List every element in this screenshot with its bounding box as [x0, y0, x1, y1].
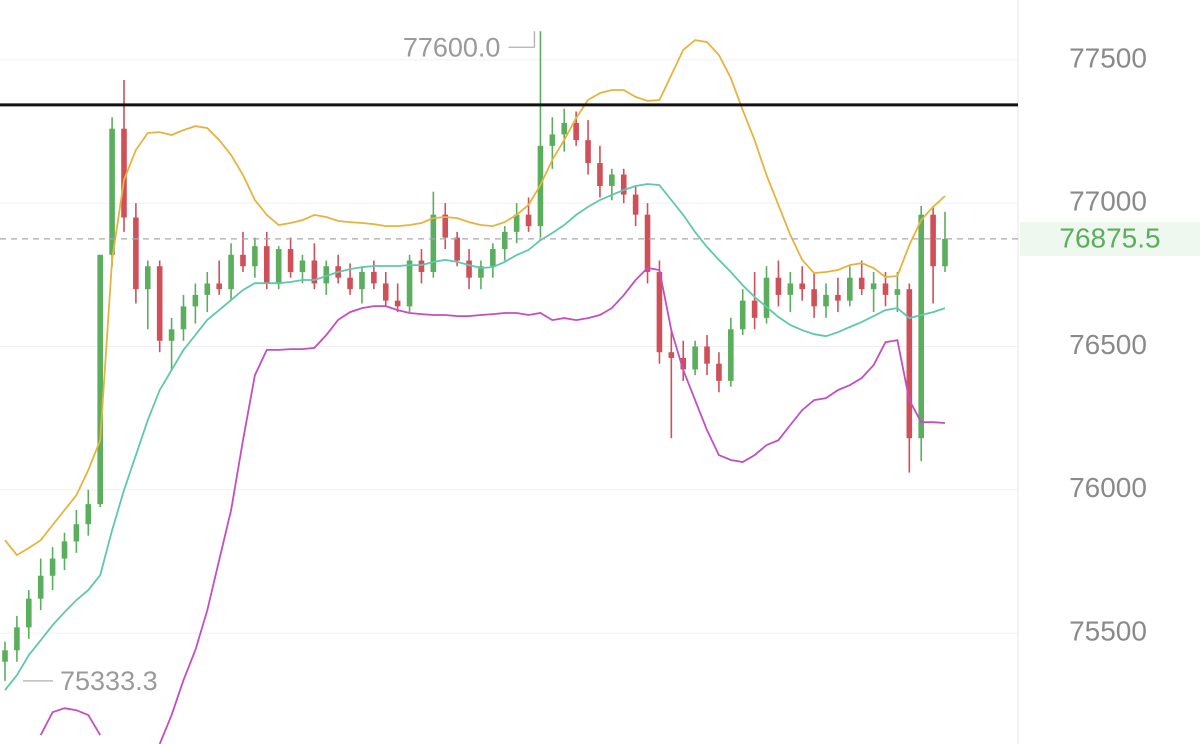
candle-body: [704, 346, 710, 364]
min-annotation: 75333.3: [60, 666, 158, 696]
candle-body: [858, 277, 865, 290]
candle-body: [61, 541, 68, 559]
candle-body: [561, 122, 568, 135]
y-tick-label: 77500: [1069, 42, 1147, 73]
candle-body: [204, 283, 211, 295]
candle-body: [14, 627, 20, 651]
candle-body: [430, 214, 437, 272]
max-annotation: 77600.0: [403, 32, 501, 62]
candle-body: [454, 237, 460, 261]
candle-body: [930, 214, 936, 267]
indicator-line: [4, 183, 946, 691]
candle-body: [25, 598, 32, 628]
candle-body: [609, 174, 615, 186]
candle-body: [573, 122, 579, 141]
candle-body: [751, 300, 758, 318]
candle-body: [716, 363, 722, 381]
candle-body: [121, 128, 127, 218]
candle-body: [382, 283, 389, 301]
candle-body: [156, 266, 163, 341]
candle-body: [835, 294, 841, 301]
candle-body: [216, 283, 222, 290]
candle-body: [501, 231, 508, 250]
candle-body: [180, 306, 187, 330]
candle-body: [680, 357, 687, 370]
candle-body: [275, 249, 282, 284]
candle-body: [870, 283, 877, 290]
candle-body: [466, 260, 472, 278]
candle-body: [323, 266, 330, 284]
candle-body: [168, 329, 175, 341]
candle-body: [192, 294, 199, 307]
candle-body: [490, 249, 496, 267]
candle-body: [525, 214, 532, 227]
candle-body: [394, 300, 401, 307]
candle-body: [918, 214, 925, 439]
candle-body: [692, 346, 698, 370]
candle-body: [311, 260, 318, 284]
candle-body: [644, 214, 651, 272]
plot-area: [0, 31, 1018, 744]
candle-body: [728, 329, 734, 381]
candle-body: [656, 271, 663, 353]
candle-body: [739, 300, 746, 330]
y-tick-label: 77000: [1069, 186, 1147, 217]
candle-body: [371, 271, 377, 284]
candle-body: [442, 214, 449, 238]
candle-body: [597, 163, 603, 186]
candle-body: [252, 246, 258, 267]
y-tick-label: 76500: [1069, 329, 1147, 360]
candle-body: [513, 214, 520, 232]
candle-body: [763, 277, 770, 318]
candle-body: [620, 174, 627, 195]
candle-body: [49, 558, 56, 576]
candle-body: [942, 238, 948, 267]
candle-body: [787, 283, 794, 295]
candle-body: [894, 289, 901, 295]
last-price-box: [1020, 221, 1200, 256]
y-axis: 75500 76000 76500 77000 77500: [1069, 42, 1147, 646]
candle-body: [906, 289, 913, 439]
candle-body: [775, 277, 782, 295]
candle-body: [632, 194, 639, 215]
candle-body: [228, 254, 234, 290]
candle-body: [359, 271, 365, 290]
candle-body: [144, 266, 151, 290]
candle-body: [406, 260, 413, 307]
candle-body: [85, 504, 92, 525]
y-tick-label: 76000: [1069, 472, 1147, 503]
candle-body: [585, 140, 591, 164]
candle-body: [478, 266, 484, 278]
candle-body: [847, 277, 853, 301]
candle-body: [287, 249, 294, 272]
candle-body: [347, 277, 353, 290]
candle-body: [263, 246, 270, 284]
candle-body: [549, 134, 556, 146]
candle-body: [811, 289, 817, 307]
indicator-line: [39, 267, 946, 744]
candle-body: [37, 575, 44, 599]
candle-body: [73, 524, 80, 542]
candle-body: [418, 260, 425, 272]
candle-body: [97, 254, 103, 505]
indicator-line: [4, 39, 946, 557]
grid: [0, 59, 1018, 634]
candle-body: [668, 352, 675, 358]
candle-body: [240, 254, 246, 267]
candle-body: [299, 260, 306, 272]
candle-body: [799, 283, 806, 290]
candle-body: [882, 283, 889, 295]
candle-body: [2, 650, 8, 662]
candle-body: [823, 294, 829, 307]
y-tick-label: 75500: [1069, 615, 1147, 646]
candle-body: [133, 217, 139, 290]
candle-body: [109, 128, 115, 255]
max-leader: [508, 31, 536, 48]
last-price-label: 76875.5: [1059, 222, 1160, 253]
